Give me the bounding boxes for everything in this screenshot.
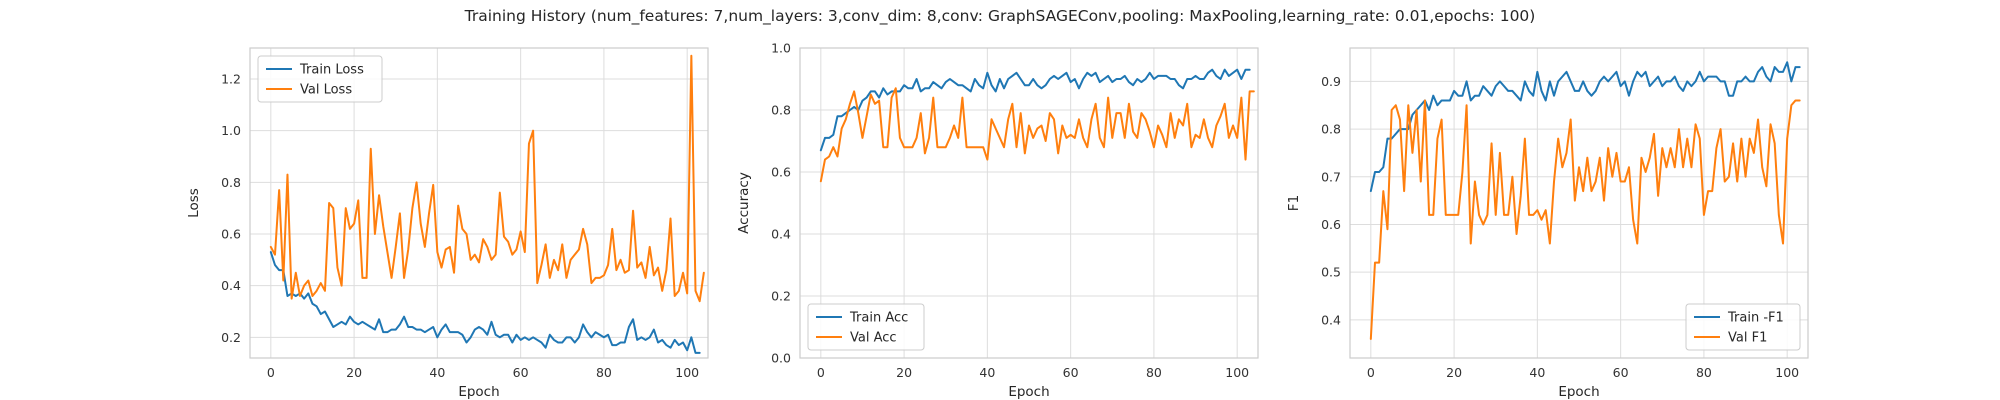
y-tick-label: 0.8 [1321,122,1341,137]
legend-entry: Train Acc [849,311,908,326]
axes-frame [1349,47,1809,359]
legend-box [257,55,383,103]
chart-panel-accuracy: 0 20 40 60 80 100 0.0 0.2 0.4 0.6 0.8 1.0 Epoch Accur… [736,41,1259,400]
y-tick-label: 0.0 [771,351,791,366]
chart-panels: 0 20 40 60 80 100 0.2 0.4 0.6 0.8 1.0 1.2 Epoch Loss T… [186,41,1809,400]
y-tick-label: 0.4 [771,227,791,242]
y-tick-label: 0.6 [221,227,241,242]
legend: Train Loss Val Loss [257,55,383,103]
series-line-val-f1 [1369,99,1801,340]
x-tick-label: 20 [346,365,362,380]
x-tick-label: 0 [817,365,825,380]
x-tick-label: 100 [675,365,699,380]
axes-frame [249,47,709,359]
chart-panel-f1: 0 20 40 60 80 100 0.4 0.5 0.6 0.7 0.8 0.9 Epoch F1 Tra… [1286,47,1809,400]
legend-entry: Train -F1 [1727,311,1784,326]
series-line-train-f1 [1369,61,1801,193]
x-tick-label: 20 [896,365,912,380]
y-tick-label: 1.0 [221,123,241,138]
series-line-val-loss [269,54,705,303]
x-tick-label: 0 [267,365,275,380]
x-tick-label: 80 [1146,365,1162,380]
x-tick-label: 40 [1529,365,1545,380]
y-tick-label: 0.4 [1321,312,1341,327]
y-tick-label: 0.2 [221,330,241,345]
y-tick-label: 0.8 [221,175,241,190]
x-tick-label: 100 [1225,365,1249,380]
y-axis-label: F1 [1286,195,1302,211]
chart-panel-loss: 0 20 40 60 80 100 0.2 0.4 0.6 0.8 1.0 1.2 Epoch Loss T… [186,47,709,400]
x-tick-label: 80 [596,365,612,380]
series-line-train-loss [269,251,701,354]
x-axis-label: Epoch [1008,384,1049,400]
legend: Train Acc Val Acc [807,303,925,351]
legend: Train -F1 Val F1 [1685,303,1801,351]
legend-box [1685,303,1801,351]
x-axis-label: Epoch [458,384,499,400]
x-tick-label: 0 [1367,365,1375,380]
y-tick-label: 0.5 [1321,265,1341,280]
x-tick-label: 100 [1775,365,1799,380]
legend-box [807,303,925,351]
x-tick-label: 40 [979,365,995,380]
axes-frame [799,47,1259,359]
y-tick-label: 0.6 [771,165,791,180]
x-tick-label: 60 [513,365,529,380]
y-tick-label: 0.7 [1321,169,1341,184]
x-axis-label: Epoch [1558,384,1599,400]
x-tick-label: 40 [429,365,445,380]
y-tick-label: 0.6 [1321,217,1341,232]
y-axis-label: Loss [186,188,202,218]
y-axis-label: Accuracy [736,172,752,234]
x-tick-label: 80 [1696,365,1712,380]
y-tick-label: 0.2 [771,289,791,304]
figure-suptitle: Training History (num_features: 7,num_la… [464,7,1536,26]
legend-entry: Train Loss [299,63,364,78]
x-tick-label: 60 [1613,365,1629,380]
series-line-val-acc [819,87,1255,183]
series-line-train-acc [819,68,1251,152]
x-tick-label: 60 [1063,365,1079,380]
y-tick-label: 0.4 [221,278,241,293]
x-tick-label: 20 [1446,365,1462,380]
y-tick-label: 1.0 [771,41,791,56]
y-tick-label: 0.8 [771,103,791,118]
y-tick-label: 0.9 [1321,74,1341,89]
legend-entry: Val Acc [850,331,897,346]
legend-entry: Val Loss [300,83,352,98]
y-tick-label: 1.2 [221,72,241,87]
legend-entry: Val F1 [1728,331,1767,346]
